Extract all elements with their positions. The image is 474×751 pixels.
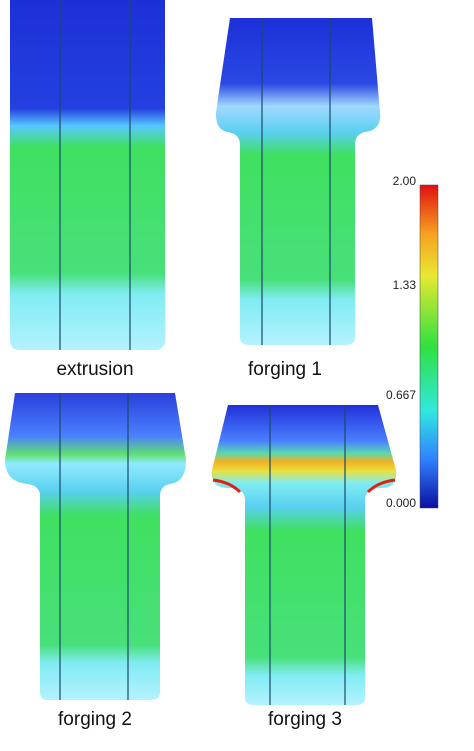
hot-edge xyxy=(366,478,396,494)
colorbar-tick: 1.33 xyxy=(393,278,417,292)
part xyxy=(5,393,186,700)
panel-label: forging 1 xyxy=(248,359,322,380)
part xyxy=(211,405,397,705)
panel-label: forging 3 xyxy=(268,709,342,730)
hot-edge xyxy=(212,478,242,494)
colorbar-scale xyxy=(419,184,439,509)
panel-forging-3: forging 3 xyxy=(211,405,397,730)
panel-label: extrusion xyxy=(56,359,133,380)
part xyxy=(10,0,165,350)
panel-label: forging 2 xyxy=(58,709,132,730)
colorbar-tick: 0.667 xyxy=(386,388,416,402)
colorbar-tick: 2.00 xyxy=(393,174,417,188)
panel-forging-1: forging 1 xyxy=(215,18,381,380)
panel-forging-2: forging 2 xyxy=(5,393,186,730)
colorbar-tick: 0.000 xyxy=(386,496,416,510)
panel-extrusion: extrusion xyxy=(10,0,165,380)
part xyxy=(215,18,381,345)
colorbar: 2.00 1.33 0.667 0.000 xyxy=(386,174,439,510)
